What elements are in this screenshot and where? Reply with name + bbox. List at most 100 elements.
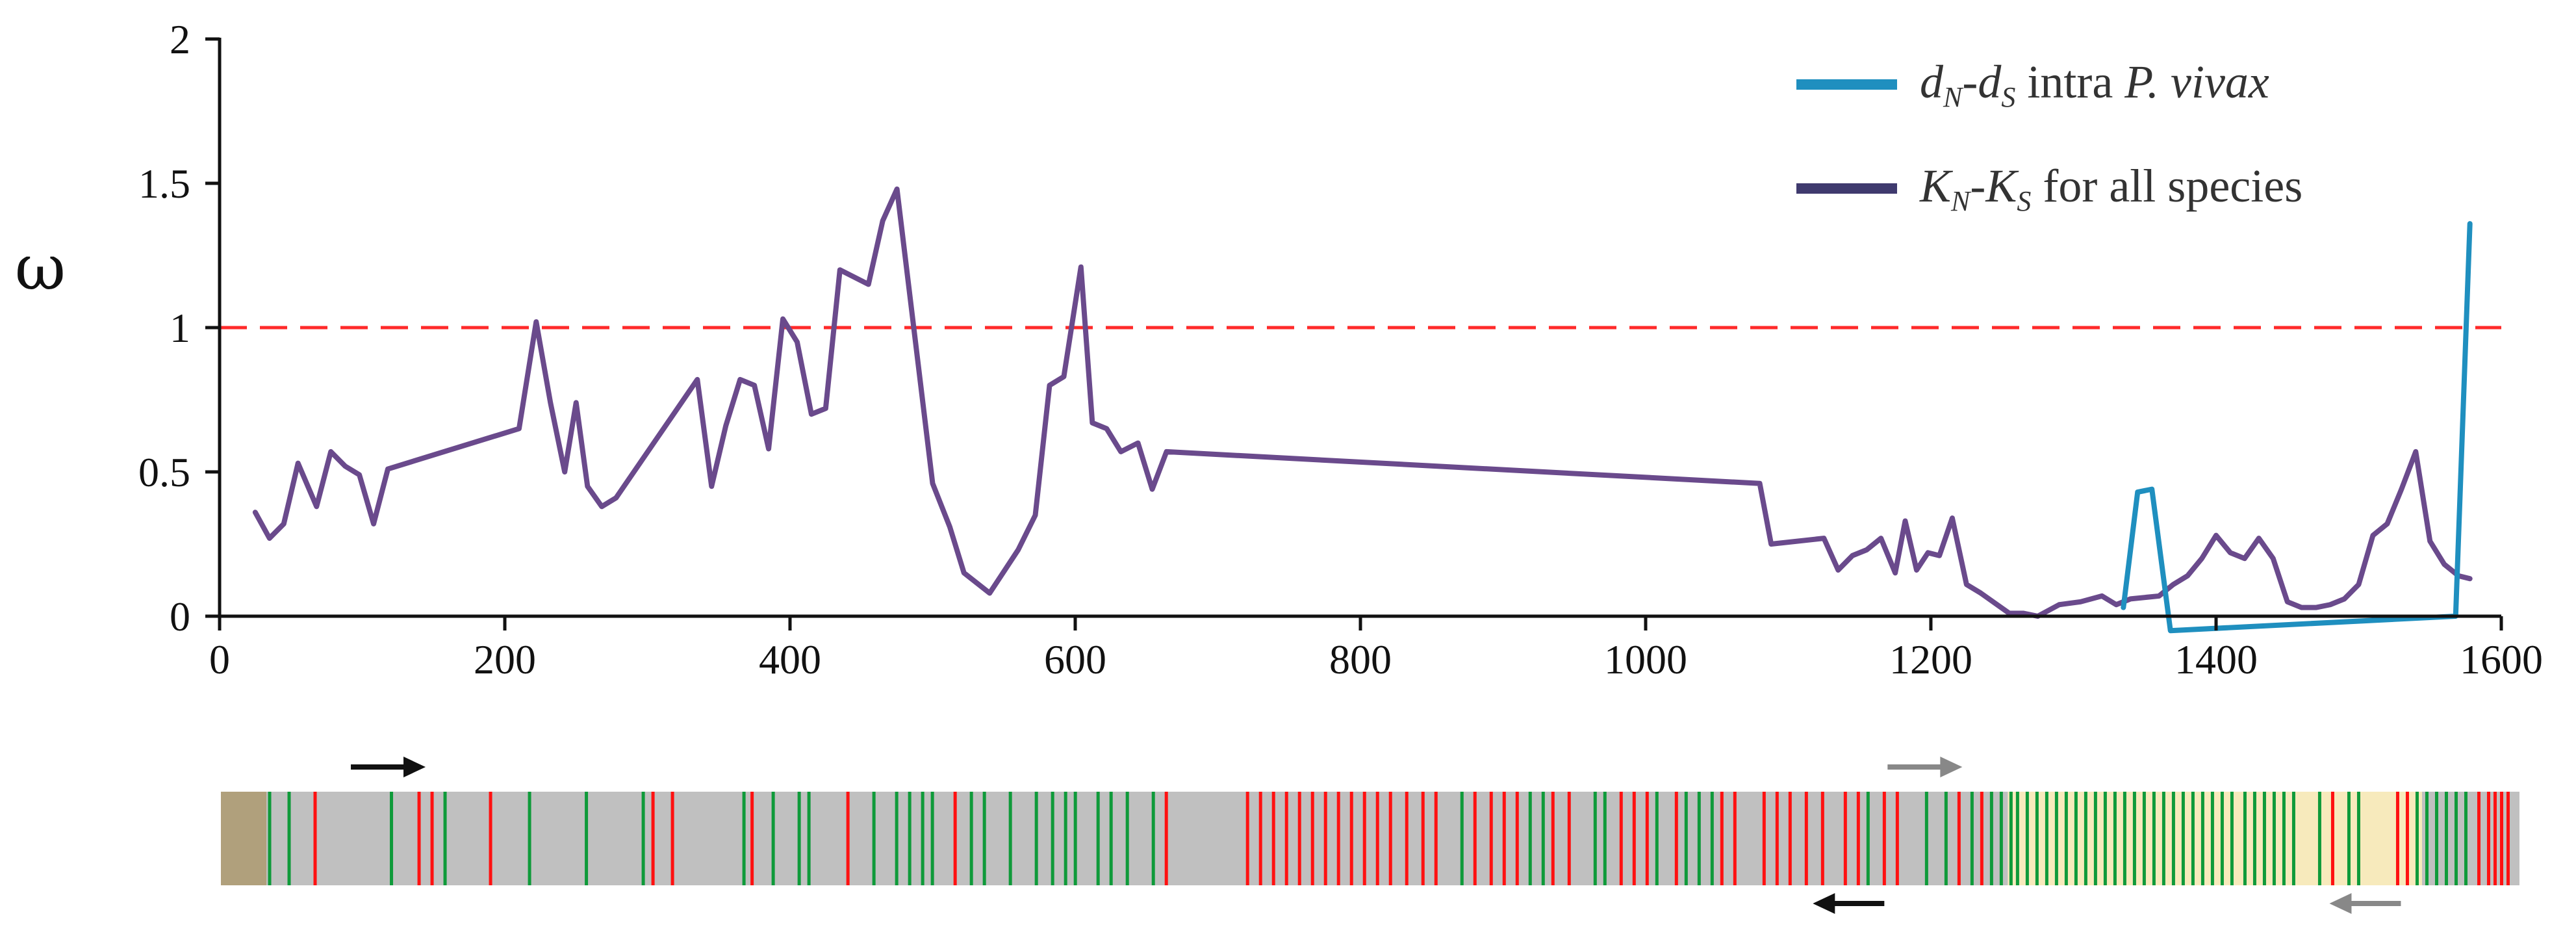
green-site-mark [2444,792,2448,885]
green-site-mark [2347,792,2351,885]
red-site-mark [1336,792,1340,885]
red-site-mark [1349,792,1353,885]
green-site-mark [2009,792,2013,885]
green-site-mark [1008,792,1012,885]
green-site-mark [1999,792,2003,885]
data-point [2115,604,2117,605]
y-tick-label: 2 [170,16,190,62]
y-tick-label: 1.5 [138,161,190,207]
red-site-mark [1843,792,1847,885]
green-site-mark [2291,792,2295,885]
data-point [2315,607,2317,608]
series-0 [252,186,2473,619]
green-site-mark [1989,792,1993,885]
green-site-mark [1064,792,1067,885]
green-site-mark [2464,792,2468,885]
red-site-mark [1762,792,1766,885]
green-site-mark [2152,792,2156,885]
data-point [2123,607,2124,608]
data-point [587,486,588,487]
gene-bar-start-block [221,792,267,885]
red-site-mark [1489,792,1493,885]
data-point [2173,584,2174,585]
y-tick-label: 0.5 [138,449,190,495]
data-point [2187,575,2188,577]
green-site-mark [930,792,934,885]
series-layer [252,186,2473,634]
data-point [2386,523,2388,525]
green-site-mark [2230,792,2234,885]
red-site-mark [2486,792,2490,885]
green-site-mark [2282,792,2286,885]
series-line [252,186,2473,619]
data-point [2469,578,2471,579]
red-site-mark [1720,792,1724,885]
green-site-mark [2262,792,2266,885]
green-site-mark [1151,792,1155,885]
data-point [1166,451,1167,452]
green-site-mark [1125,792,1129,885]
red-site-mark [489,792,492,885]
green-site-mark [1970,792,1974,885]
red-site-mark [1310,792,1314,885]
green-site-mark [1073,792,1077,885]
x-tick-label: 1200 [1889,636,1972,682]
green-site-mark [2162,792,2165,885]
x-tick-label: 1000 [1604,636,1687,682]
green-site-mark [2415,792,2419,885]
y-tick-label: 0 [170,593,190,640]
data-point [518,428,520,429]
data-point [2358,584,2359,585]
data-point [550,402,551,403]
red-site-mark [1645,792,1649,885]
green-site-mark [921,792,925,885]
green-site-mark [2181,792,2185,885]
green-site-mark [771,792,775,885]
red-site-mark [1284,792,1288,885]
green-site-mark [1603,792,1607,885]
green-site-mark [1034,792,1038,885]
red-site-mark [2395,792,2399,885]
x-axis-ticks: 0 200 400 600 800 1000 1200 1400 1600 [209,616,2543,682]
data-point [344,465,346,467]
series-1 [2121,221,2473,634]
data-point [696,379,698,380]
data-point [949,526,950,527]
red-site-mark [1895,792,1899,885]
red-site-mark [1632,792,1636,885]
green-site-mark [2434,792,2438,885]
red-site-mark [1375,792,1379,885]
x-tick-label: 1400 [2174,636,2258,682]
green-site-mark [1051,792,1054,885]
green-site-mark [1593,792,1597,885]
primer-arrow-right [1887,757,1963,777]
green-site-mark [2103,792,2107,885]
red-site-mark [1502,792,1506,885]
red-site-mark [1405,792,1409,885]
legend-label: KN-KS for all species [1919,160,2302,217]
red-site-mark [2506,792,2510,885]
red-site-mark [953,792,957,885]
green-site-mark [1697,792,1701,885]
data-point [2215,535,2217,536]
green-site-mark [528,792,531,885]
red-site-mark [2405,792,2409,885]
green-site-mark [268,792,272,885]
red-site-mark [1473,792,1477,885]
green-site-mark [2015,792,2019,885]
x-tick-label: 600 [1044,636,1106,682]
data-point [615,497,617,499]
gene-structure-bar [221,757,2519,914]
red-site-mark [1164,792,1168,885]
green-site-mark [2113,792,2117,885]
red-site-mark [1271,792,1275,885]
omega-line-chart: 00.511.52 0 200 400 600 800 1000 1200 1400 1600 … [15,16,2543,682]
green-site-mark [2074,792,2078,885]
green-site-mark [287,792,291,885]
legend-label: dN-dS intra P. vivax [1920,56,2269,113]
green-site-mark [982,792,986,885]
x-tick-label: 800 [1329,636,1392,682]
data-point [1837,569,1839,571]
data-point [2301,607,2302,608]
green-site-mark [2035,792,2039,885]
